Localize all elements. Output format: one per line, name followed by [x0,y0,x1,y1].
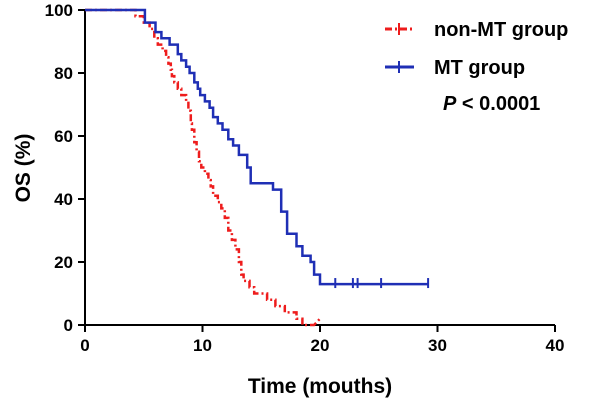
p-value-text: < 0.0001 [456,93,540,115]
y-axis-title: OS (%) [12,134,35,203]
series-line-mt [85,8,429,286]
y-tick-label: 0 [64,316,73,335]
y-tick-label: 100 [45,1,73,20]
legend-item-mt: MT group [385,57,525,79]
legend-label-mt: MT group [434,57,525,79]
series-line-non-mt [85,8,321,327]
x-tick-label: 20 [311,336,330,355]
x-tick-label: 30 [428,336,447,355]
p-value-symbol: P [443,93,457,115]
y-tick-label: 40 [54,190,73,209]
y-tick-label: 60 [54,127,73,146]
x-ticks: 0 10 20 30 40 [80,325,564,355]
x-tick-label: 10 [193,336,212,355]
y-tick-label: 20 [54,253,73,272]
x-tick-label: 0 [80,336,89,355]
series-layer [85,8,430,327]
legend-item-non-mt: non-MT group [385,19,568,41]
legend: non-MT group MT group [385,19,568,79]
x-tick-label: 40 [546,336,565,355]
p-value-annotation: P < 0.0001 [443,93,540,115]
y-ticks: 0 20 40 60 80 100 [45,1,85,335]
plot-area: 0 20 40 60 80 100 0 10 20 30 40 [45,1,565,355]
y-tick-label: 80 [54,64,73,83]
legend-label-non-mt: non-MT group [434,19,568,41]
x-axis-title: Time (mouths) [248,375,392,398]
